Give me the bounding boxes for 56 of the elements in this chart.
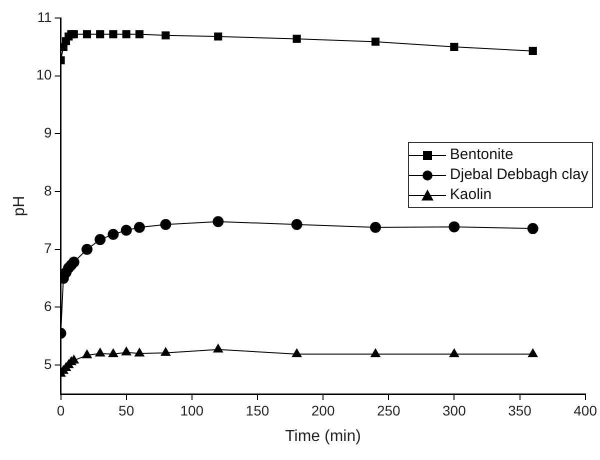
- point: [213, 344, 223, 352]
- y-tick-label: 11: [37, 8, 52, 25]
- point: [82, 244, 92, 255]
- point: [68, 256, 80, 268]
- x-tick-label: 150: [246, 402, 270, 418]
- point: [212, 216, 224, 228]
- point: [108, 228, 119, 240]
- point: [527, 223, 538, 234]
- point: [291, 219, 302, 230]
- y-tick-label: 6: [44, 298, 52, 314]
- point: [371, 38, 380, 46]
- y-tick-label: 9: [44, 124, 52, 141]
- legend-label: Bentonite: [450, 145, 514, 166]
- x-tick-label: 300: [442, 402, 466, 418]
- point: [108, 348, 118, 358]
- y-tick-label: 7: [44, 240, 52, 256]
- point: [135, 30, 144, 38]
- x-tick-label: 250: [376, 402, 401, 418]
- x-axis-title: Time (min): [285, 428, 361, 445]
- point: [292, 34, 301, 43]
- y-tick-label: 8: [44, 182, 52, 198]
- point: [122, 30, 130, 38]
- point: [214, 32, 222, 41]
- point: [82, 30, 92, 38]
- point: [448, 221, 460, 232]
- point: [528, 46, 537, 56]
- x-tick-label: 400: [574, 402, 598, 418]
- x-tick-label: 0: [56, 402, 65, 418]
- point: [160, 219, 172, 230]
- point: [370, 348, 380, 358]
- point: [96, 30, 104, 38]
- y-tick-label: 10: [36, 66, 52, 83]
- point: [82, 350, 92, 358]
- x-tick-label: 100: [180, 402, 204, 418]
- point: [160, 347, 171, 356]
- legend-label: Kaolin: [450, 185, 492, 206]
- point: [134, 222, 145, 233]
- x-tick-label: 350: [508, 402, 532, 418]
- point: [122, 346, 132, 356]
- y-axis-title: pH: [11, 196, 28, 216]
- point: [162, 31, 170, 40]
- point: [70, 30, 78, 38]
- point: [450, 42, 458, 51]
- point: [449, 348, 460, 358]
- x-tick-label: 200: [311, 402, 335, 418]
- point: [120, 224, 132, 236]
- y-tick-label: 5: [44, 356, 52, 372]
- point: [109, 30, 118, 38]
- point: [134, 348, 144, 357]
- point: [94, 234, 106, 246]
- point: [95, 348, 105, 357]
- x-tick-label: 50: [118, 402, 134, 418]
- point: [370, 222, 381, 233]
- point: [292, 348, 302, 358]
- point: [528, 348, 538, 358]
- legend-label: Djebal Debbagh clay: [450, 165, 588, 186]
